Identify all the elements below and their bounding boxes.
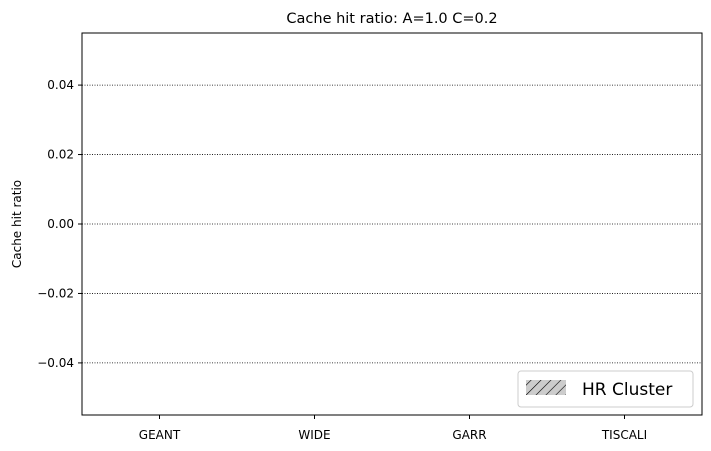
- y-tick-label: 0.04: [47, 78, 74, 92]
- y-axis-label: Cache hit ratio: [10, 180, 24, 268]
- y-axis-ticks: 0.04 0.02 0.00 −0.02 −0.04: [37, 78, 82, 370]
- x-tick-label: WIDE: [298, 428, 330, 442]
- grid-lines: [82, 84, 702, 364]
- chart-title: Cache hit ratio: A=1.0 C=0.2: [286, 11, 497, 27]
- y-tick-label: −0.02: [37, 286, 74, 300]
- legend[interactable]: HR Cluster: [517, 370, 694, 408]
- y-tick-label: −0.04: [37, 356, 74, 370]
- x-tick-label: TISCALI: [601, 428, 647, 442]
- x-tick-label: GARR: [452, 428, 486, 442]
- legend-label: HR Cluster: [582, 380, 672, 400]
- legend-swatch: [526, 380, 566, 395]
- x-tick-label: GEANT: [139, 428, 181, 442]
- y-tick-label: 0.02: [47, 148, 74, 162]
- x-axis-ticks: GEANT WIDE GARR TISCALI: [139, 415, 647, 442]
- y-tick-label: 0.00: [47, 217, 74, 231]
